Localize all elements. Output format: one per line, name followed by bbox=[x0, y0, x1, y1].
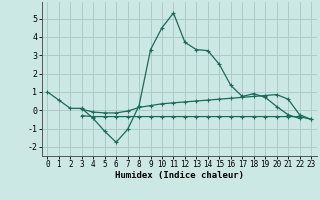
X-axis label: Humidex (Indice chaleur): Humidex (Indice chaleur) bbox=[115, 171, 244, 180]
